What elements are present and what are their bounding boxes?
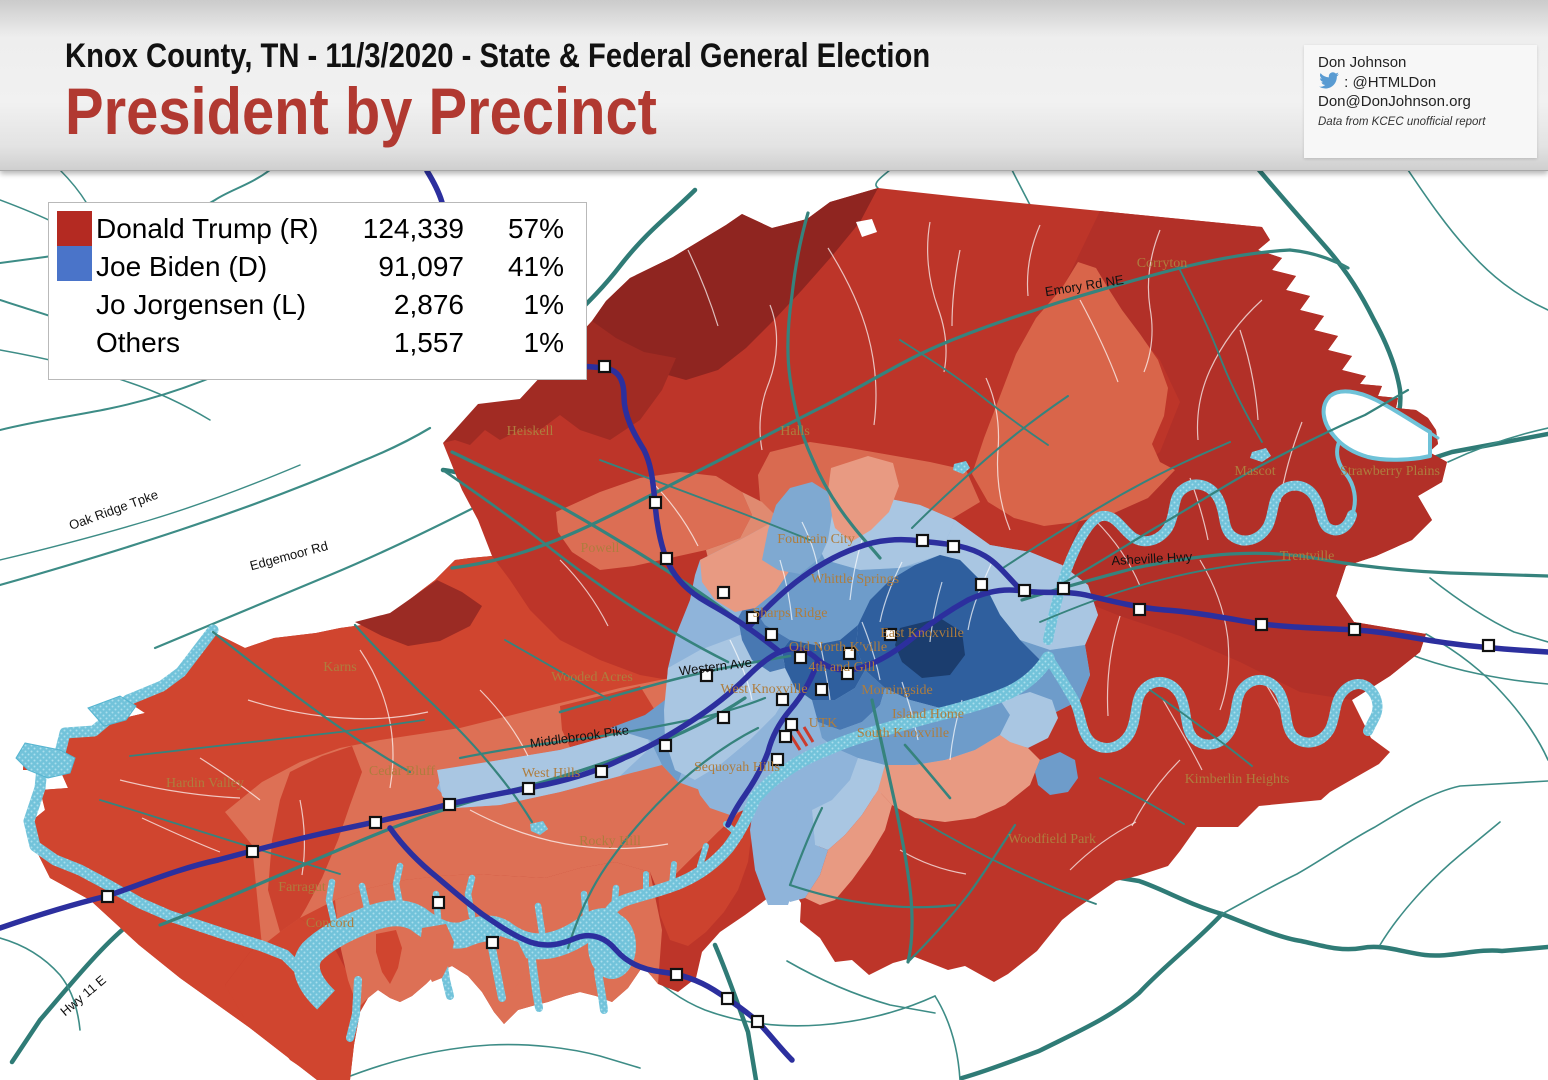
svg-text:Corryton: Corryton (1137, 256, 1188, 271)
svg-text:Concord: Concord (306, 916, 354, 931)
svg-text:Island Home: Island Home (892, 707, 964, 722)
svg-text:Whittle Springs: Whittle Springs (811, 572, 899, 587)
svg-text:Mascot: Mascot (1234, 464, 1275, 479)
svg-text:Farragut: Farragut (278, 880, 326, 895)
svg-text:Halls: Halls (780, 424, 810, 439)
svg-text:Sequoyah Hills: Sequoyah Hills (694, 760, 780, 775)
svg-text:West Knoxville: West Knoxville (720, 682, 807, 697)
svg-text:Asheville Hwy: Asheville Hwy (1111, 549, 1193, 568)
svg-text:Karns: Karns (323, 660, 356, 675)
svg-text:Heiskell: Heiskell (507, 424, 554, 439)
svg-text:East Knoxville: East Knoxville (880, 626, 964, 641)
svg-text:4th and Gill: 4th and Gill (809, 660, 876, 675)
svg-text:Fountain City: Fountain City (777, 532, 854, 547)
svg-text:Hardin Valley: Hardin Valley (166, 776, 244, 791)
svg-text:Cedar Bluff: Cedar Bluff (369, 764, 436, 779)
svg-text:West Hills: West Hills (522, 766, 580, 781)
svg-text:Powell: Powell (581, 541, 620, 556)
svg-text:Kimberlin Heights: Kimberlin Heights (1185, 772, 1290, 787)
svg-text:Old North K'ville: Old North K'ville (789, 640, 887, 655)
svg-text:South Knoxville: South Knoxville (857, 726, 949, 741)
svg-text:Trentville: Trentville (1280, 549, 1335, 564)
svg-text:Wooded Acres: Wooded Acres (551, 670, 633, 685)
svg-text:Woodfield Park: Woodfield Park (1008, 832, 1096, 847)
svg-text:Morningside: Morningside (861, 683, 933, 698)
svg-text:Rocky Hill: Rocky Hill (579, 834, 641, 849)
svg-text:Sharps Ridge: Sharps Ridge (752, 606, 827, 621)
svg-text:Strawberry Plains: Strawberry Plains (1340, 464, 1440, 479)
svg-text:UTK: UTK (809, 716, 838, 731)
